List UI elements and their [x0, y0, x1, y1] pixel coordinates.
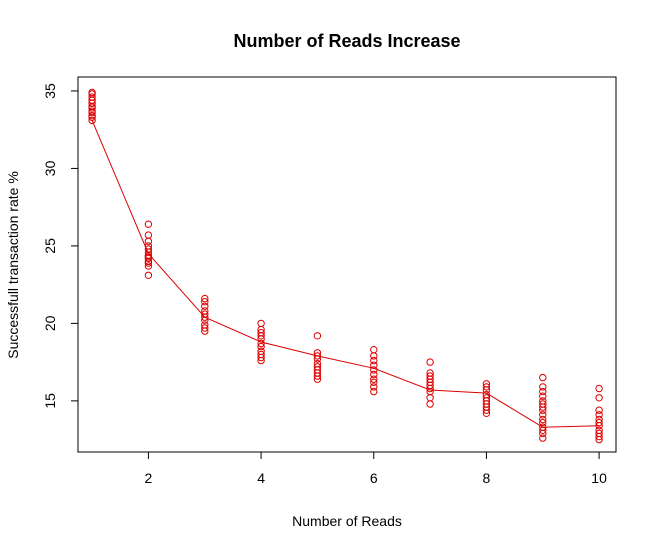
- data-point: [539, 411, 547, 419]
- data-point: [370, 361, 378, 369]
- data-point: [144, 231, 153, 239]
- data-point: [539, 373, 547, 382]
- data-point: [595, 432, 603, 441]
- data-point: [257, 342, 265, 351]
- data-point: [313, 355, 322, 363]
- data-point: [539, 418, 547, 427]
- data-point: [370, 366, 378, 374]
- data-point: [370, 352, 378, 360]
- data-point: [595, 394, 603, 402]
- data-point: [595, 435, 603, 444]
- data-point: [201, 294, 209, 303]
- y-tick-label: 35: [42, 83, 58, 99]
- data-point: [313, 352, 322, 360]
- mean-line: [91, 120, 600, 428]
- x-tick-label: 8: [483, 470, 491, 486]
- x-tick-label: 2: [145, 470, 153, 486]
- data-point: [482, 406, 491, 414]
- data-point: [595, 418, 603, 427]
- data-point: [482, 409, 491, 417]
- data-point: [257, 335, 265, 343]
- x-tick-label: 6: [370, 470, 378, 486]
- data-point: [144, 259, 153, 267]
- data-point: [595, 384, 603, 393]
- y-tick-label: 30: [42, 160, 58, 176]
- data-point: [88, 113, 96, 122]
- data-point: [201, 298, 209, 306]
- y-axis-label: Successfull transaction rate %: [5, 171, 21, 359]
- data-point: [144, 220, 153, 228]
- data-point: [370, 370, 378, 379]
- data-points: [88, 88, 603, 444]
- data-point: [144, 271, 153, 279]
- data-point: [539, 429, 547, 438]
- y-tick-label: 25: [42, 238, 58, 254]
- data-point: [539, 426, 547, 434]
- data-point: [370, 375, 378, 383]
- y-tick-label: 15: [42, 393, 58, 409]
- data-point: [88, 99, 96, 108]
- data-point: [88, 116, 96, 125]
- data-point: [201, 316, 209, 324]
- chart-title: Number of Reads Increase: [233, 31, 460, 51]
- data-point: [539, 383, 547, 391]
- data-point: [201, 324, 209, 332]
- data-point: [595, 422, 603, 430]
- data-point: [426, 384, 434, 393]
- data-point: [539, 392, 547, 400]
- data-point: [201, 327, 209, 335]
- data-point: [257, 353, 265, 362]
- data-point: [144, 254, 153, 262]
- data-point: [370, 356, 378, 365]
- series-line: [91, 120, 600, 428]
- data-point: [257, 319, 265, 328]
- data-point: [539, 434, 547, 442]
- data-point: [313, 372, 322, 380]
- data-point: [370, 346, 378, 354]
- data-point: [201, 302, 209, 310]
- x-axis-label: Number of Reads: [292, 513, 402, 529]
- data-point: [144, 237, 153, 246]
- x-tick-label: 10: [591, 470, 607, 486]
- data-point: [595, 406, 603, 414]
- data-point: [539, 387, 547, 396]
- data-point: [370, 383, 378, 391]
- data-point: [257, 356, 265, 365]
- data-point: [482, 383, 491, 391]
- data-point: [313, 375, 322, 383]
- plot-frame: [77, 76, 617, 453]
- data-point: [257, 332, 265, 340]
- y-axis: 15 20 25 30 35: [42, 83, 79, 409]
- y-tick-label: 20: [42, 315, 58, 331]
- data-point: [426, 358, 434, 366]
- data-point: [426, 400, 434, 408]
- data-point: [88, 104, 96, 112]
- data-point: [370, 378, 378, 386]
- data-point: [257, 339, 265, 348]
- data-point: [88, 108, 96, 117]
- data-point: [482, 386, 491, 394]
- data-point: [144, 262, 153, 270]
- data-point: [539, 406, 547, 414]
- data-point: [201, 313, 209, 321]
- data-point: [539, 415, 547, 424]
- data-point: [426, 394, 434, 402]
- data-point: [595, 411, 603, 419]
- data-point: [313, 332, 322, 340]
- data-point: [539, 403, 547, 411]
- x-axis: 2 4 6 8 10: [145, 451, 607, 486]
- x-tick-label: 4: [257, 470, 265, 486]
- data-point: [370, 387, 378, 396]
